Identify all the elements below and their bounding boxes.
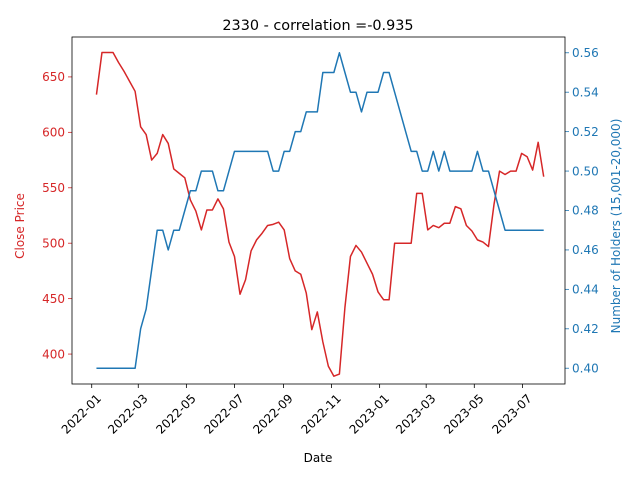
x-axis: 2022-01 2022-03 2022-05 2022-07 2022-09 2022-… bbox=[59, 384, 535, 437]
x-tick-label: 2022-05 bbox=[153, 391, 198, 436]
y-right-tick-label: 0.40 bbox=[572, 361, 599, 375]
y-left-tick-label: 550 bbox=[42, 181, 65, 195]
chart-title: 2330 - correlation =-0.935 bbox=[222, 18, 413, 34]
y-left-tick-label: 500 bbox=[42, 236, 65, 250]
y-left-tick-label: 650 bbox=[42, 70, 65, 84]
x-tick-label: 2023-07 bbox=[489, 391, 534, 436]
holders-series-line bbox=[96, 52, 544, 369]
x-tick-label: 2023-03 bbox=[393, 391, 438, 436]
x-tick-label: 2022-09 bbox=[250, 391, 295, 436]
y-right-tick-label: 0.44 bbox=[572, 283, 599, 297]
y-right-tick-label: 0.56 bbox=[572, 46, 599, 60]
y-right-tick-label: 0.54 bbox=[572, 85, 599, 99]
close-price-series-line bbox=[95, 51, 545, 377]
x-tick-label: 2023-01 bbox=[347, 391, 392, 436]
x-tick-label: 2022-07 bbox=[201, 391, 246, 436]
x-tick-label: 2022-11 bbox=[299, 391, 344, 436]
x-tick-label: 2022-03 bbox=[105, 391, 150, 436]
y-right-tick-label: 0.46 bbox=[572, 243, 599, 257]
y-left-tick-label: 600 bbox=[42, 126, 65, 140]
y-left-axis-label: Close Price bbox=[13, 193, 27, 259]
y-left-tick-label: 400 bbox=[42, 347, 65, 361]
y-right-axis-label: Number of Holders (15,001-20,000) bbox=[609, 119, 623, 334]
plot-frame bbox=[71, 36, 566, 385]
series-layer bbox=[95, 51, 545, 377]
y-right-axis: 0.40 0.42 0.44 0.46 0.48 0.50 0.52 0.54 0.56 bbox=[565, 46, 599, 375]
y-right-tick-label: 0.48 bbox=[572, 204, 599, 218]
x-tick-label: 2022-01 bbox=[59, 391, 104, 436]
y-right-tick-label: 0.52 bbox=[572, 125, 599, 139]
y-right-tick-label: 0.42 bbox=[572, 322, 599, 336]
y-left-tick-label: 450 bbox=[42, 292, 65, 306]
y-left-axis: 400 450 500 550 600 650 bbox=[42, 70, 72, 361]
y-right-tick-label: 0.50 bbox=[572, 164, 599, 178]
x-axis-label: Date bbox=[304, 451, 333, 465]
x-tick-label: 2023-05 bbox=[441, 391, 486, 436]
